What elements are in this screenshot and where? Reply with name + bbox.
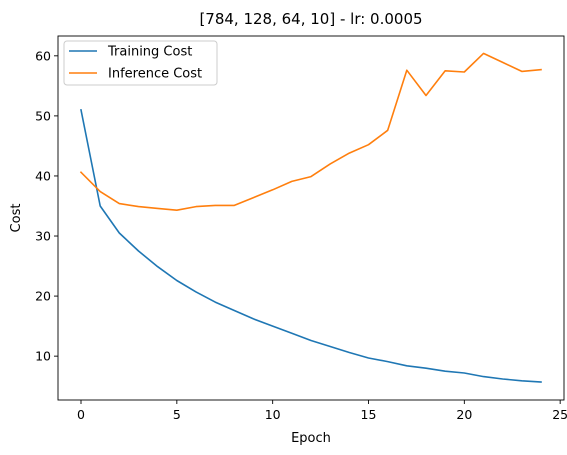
axes-layer: 0 5 10 15 20 25 10 20 30 40 50 60 [35,35,567,422]
plot-background [58,36,564,400]
y-axis-title: Cost [9,204,24,233]
y-tick-label: 20 [35,289,51,304]
series-line-training-cost [80,108,542,383]
y-tick-label: 40 [35,168,51,183]
legend-label: Inference Cost [108,67,202,82]
x-tick-label: 25 [552,407,567,422]
axes-frame [57,35,565,401]
plot-area: 0 5 10 15 20 25 10 20 30 40 50 60 [35,35,567,422]
x-tick-label: 10 [265,407,281,422]
legend: Training Cost Inference Cost [63,40,218,86]
y-tick-label: 60 [35,48,51,63]
legend-label: Training Cost [107,45,192,60]
series-layer [79,52,542,383]
x-axis-title: Epoch [291,431,331,446]
legend-box [63,40,218,86]
x-tick-label: 5 [173,407,181,422]
y-tick-label: 50 [35,108,51,123]
x-tick-label: 0 [77,407,85,422]
x-tick-label: 20 [456,407,472,422]
series-line-inference-cost [79,52,542,211]
x-tick-label: 15 [361,407,377,422]
y-tick-label: 30 [35,229,51,244]
chart-title: [784, 128, 64, 10] - lr: 0.0005 [199,10,422,28]
y-tick-label: 10 [35,349,51,364]
